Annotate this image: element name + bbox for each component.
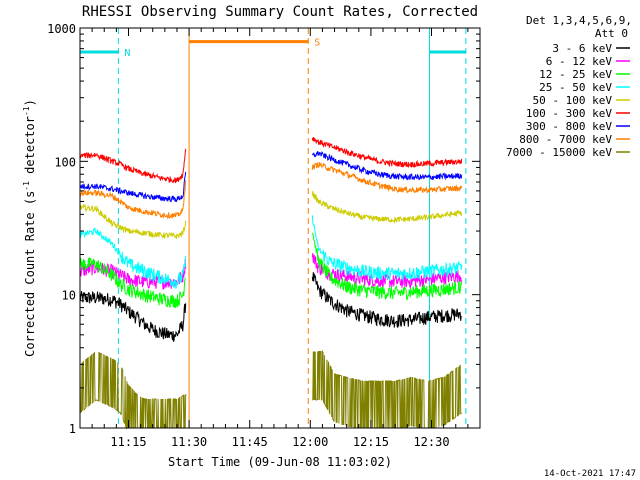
legend-header-line-1: Det 1,3,4,5,6,9, [526,14,632,27]
series-line-4 [79,226,187,289]
legend-label-9: 7000 - 15000 keV [506,146,612,159]
series-7 [79,151,463,203]
legend-label-7: 300 - 800 keV [526,120,612,133]
series-line-9 [312,349,463,429]
series-line-3 [311,232,463,301]
y-tick-label: 1 [69,422,76,436]
y-axis: 1 10 100 1000 [47,22,480,436]
series-5 [79,190,463,239]
x-tick-label: 11:45 [232,435,268,449]
legend-label-1: 3 - 6 keV [552,42,612,55]
legend-label-3: 12 - 25 keV [539,68,612,81]
x-tick-label: 12:15 [353,435,389,449]
series-6 [79,137,463,184]
series-line-6 [311,137,463,169]
legend-label-6: 100 - 300 keV [526,107,612,120]
x-axis: 11:15 11:30 11:45 12:00 12:15 12:30 [79,28,481,449]
x-tick-label: 11:15 [110,435,146,449]
y-tick-label: 10 [62,289,76,303]
series-line-9 [79,351,187,430]
legend-header-line-2: Att 0 [595,27,628,40]
legend-label-4: 25 - 50 keV [539,81,612,94]
series-line-1 [79,290,187,342]
series-line-5 [311,190,463,224]
legend-label-8: 800 - 7000 keV [519,133,612,146]
series-line-4 [311,215,463,281]
series-8 [79,162,463,220]
series-line-7 [311,151,463,181]
series-1 [79,272,462,342]
series-4 [79,215,463,289]
plot-area: NS [79,28,467,430]
series-line-5 [79,203,187,239]
series-line-7 [79,171,187,203]
x-tick-label: 11:30 [171,435,207,449]
plot-frame [79,27,481,429]
series-line-6 [79,148,187,184]
chart-title: RHESSI Observing Summary Count Rates, Co… [82,4,478,20]
x-tick-label: 12:30 [413,435,449,449]
series-line-3 [79,256,187,308]
legend-label-2: 6 - 12 keV [546,55,613,68]
y-tick-label: 100 [54,155,76,169]
footer-timestamp: 14-Oct-2021 17:47 [544,469,636,479]
series-line-1 [311,272,462,329]
series-line-8 [311,162,463,194]
series-line-8 [79,180,187,220]
y-axis-label: Corrected Count Rate (s-1 detector-1) [22,99,37,357]
y-tick-label: 1000 [47,22,76,36]
x-tick-label: 12:00 [292,435,328,449]
legend-label-5: 50 - 100 keV [533,94,613,107]
flag-label-N: N [124,48,130,59]
x-axis-label: Start Time (09-Jun-08 11:03:02) [168,455,392,469]
series-9 [79,349,463,430]
flag-label-S: S [314,38,320,49]
series-3 [79,232,463,308]
